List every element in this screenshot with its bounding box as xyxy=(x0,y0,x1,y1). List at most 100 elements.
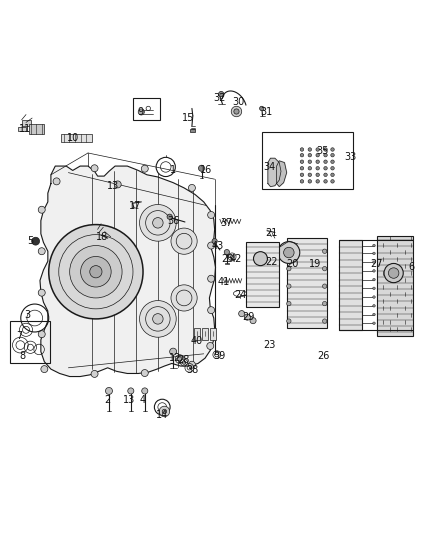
Bar xyxy=(190,130,194,132)
Circle shape xyxy=(300,160,304,164)
Circle shape xyxy=(38,206,45,213)
Circle shape xyxy=(234,109,239,114)
Circle shape xyxy=(231,106,242,117)
Circle shape xyxy=(389,268,399,278)
Circle shape xyxy=(177,357,182,361)
Bar xyxy=(202,328,208,340)
Circle shape xyxy=(170,348,177,355)
Text: 2: 2 xyxy=(105,394,111,405)
Circle shape xyxy=(239,311,245,317)
Text: 32: 32 xyxy=(214,93,226,103)
Text: 5: 5 xyxy=(27,236,34,246)
Text: 7: 7 xyxy=(16,332,22,341)
Circle shape xyxy=(373,270,375,272)
Circle shape xyxy=(324,173,327,176)
Circle shape xyxy=(38,330,45,338)
Circle shape xyxy=(308,160,311,164)
Circle shape xyxy=(138,109,145,115)
Circle shape xyxy=(308,148,311,151)
Circle shape xyxy=(284,247,294,258)
Circle shape xyxy=(331,166,334,170)
Circle shape xyxy=(140,205,176,241)
Circle shape xyxy=(208,242,215,249)
Circle shape xyxy=(316,180,319,183)
Text: 26: 26 xyxy=(318,351,330,361)
Circle shape xyxy=(300,173,304,176)
Text: 8: 8 xyxy=(19,351,25,361)
Bar xyxy=(287,238,327,328)
Text: 36: 36 xyxy=(167,216,179,226)
Circle shape xyxy=(219,92,224,96)
Circle shape xyxy=(171,228,197,254)
Bar xyxy=(133,98,160,120)
Text: 19: 19 xyxy=(309,260,321,269)
Circle shape xyxy=(287,266,291,271)
Bar xyxy=(11,321,49,364)
Circle shape xyxy=(91,165,98,172)
Polygon shape xyxy=(40,166,215,376)
Text: 41: 41 xyxy=(217,277,230,287)
Text: 18: 18 xyxy=(96,232,109,242)
Circle shape xyxy=(70,246,122,298)
Text: 33: 33 xyxy=(345,152,357,163)
Circle shape xyxy=(287,319,291,323)
Circle shape xyxy=(316,148,319,151)
Circle shape xyxy=(316,154,319,157)
Text: 12: 12 xyxy=(169,353,181,363)
Bar xyxy=(225,263,229,264)
Circle shape xyxy=(322,302,327,306)
Text: 20: 20 xyxy=(286,260,299,269)
Text: 16: 16 xyxy=(200,165,212,175)
Text: 9: 9 xyxy=(138,107,144,117)
Circle shape xyxy=(250,318,256,324)
Circle shape xyxy=(38,289,45,296)
Circle shape xyxy=(32,237,39,245)
Text: 30: 30 xyxy=(233,98,245,107)
Circle shape xyxy=(322,266,327,271)
Bar xyxy=(377,236,413,336)
Text: 11: 11 xyxy=(18,124,31,134)
Circle shape xyxy=(324,154,327,157)
Text: 21: 21 xyxy=(265,228,278,238)
Bar xyxy=(18,127,26,131)
Circle shape xyxy=(384,263,403,282)
Text: 15: 15 xyxy=(182,113,194,123)
Circle shape xyxy=(159,406,170,417)
Text: 35: 35 xyxy=(317,146,329,156)
Circle shape xyxy=(373,287,375,289)
Circle shape xyxy=(300,166,304,170)
Circle shape xyxy=(322,249,327,253)
Circle shape xyxy=(90,265,102,278)
Text: 3: 3 xyxy=(24,310,30,319)
Text: 37: 37 xyxy=(221,218,233,228)
Circle shape xyxy=(373,261,375,263)
Circle shape xyxy=(287,302,291,306)
Circle shape xyxy=(316,160,319,164)
Circle shape xyxy=(308,166,311,170)
Bar xyxy=(29,124,44,134)
Circle shape xyxy=(373,278,375,281)
Circle shape xyxy=(373,252,375,255)
Polygon shape xyxy=(268,158,281,187)
Circle shape xyxy=(331,173,334,176)
Circle shape xyxy=(244,314,251,320)
Circle shape xyxy=(322,284,327,288)
Circle shape xyxy=(331,180,334,183)
Circle shape xyxy=(324,160,327,164)
Bar xyxy=(210,328,216,340)
Circle shape xyxy=(224,249,230,255)
Text: 1: 1 xyxy=(170,165,176,175)
Circle shape xyxy=(38,248,45,255)
Circle shape xyxy=(308,154,311,157)
Circle shape xyxy=(171,285,197,311)
Circle shape xyxy=(278,241,300,263)
Circle shape xyxy=(308,180,311,183)
Text: 43: 43 xyxy=(212,240,224,251)
Circle shape xyxy=(308,173,311,176)
Text: 27: 27 xyxy=(370,260,382,269)
Circle shape xyxy=(260,106,264,111)
Text: 40: 40 xyxy=(190,336,202,346)
Circle shape xyxy=(81,256,111,287)
Text: 29: 29 xyxy=(242,312,254,322)
Bar xyxy=(246,242,279,306)
